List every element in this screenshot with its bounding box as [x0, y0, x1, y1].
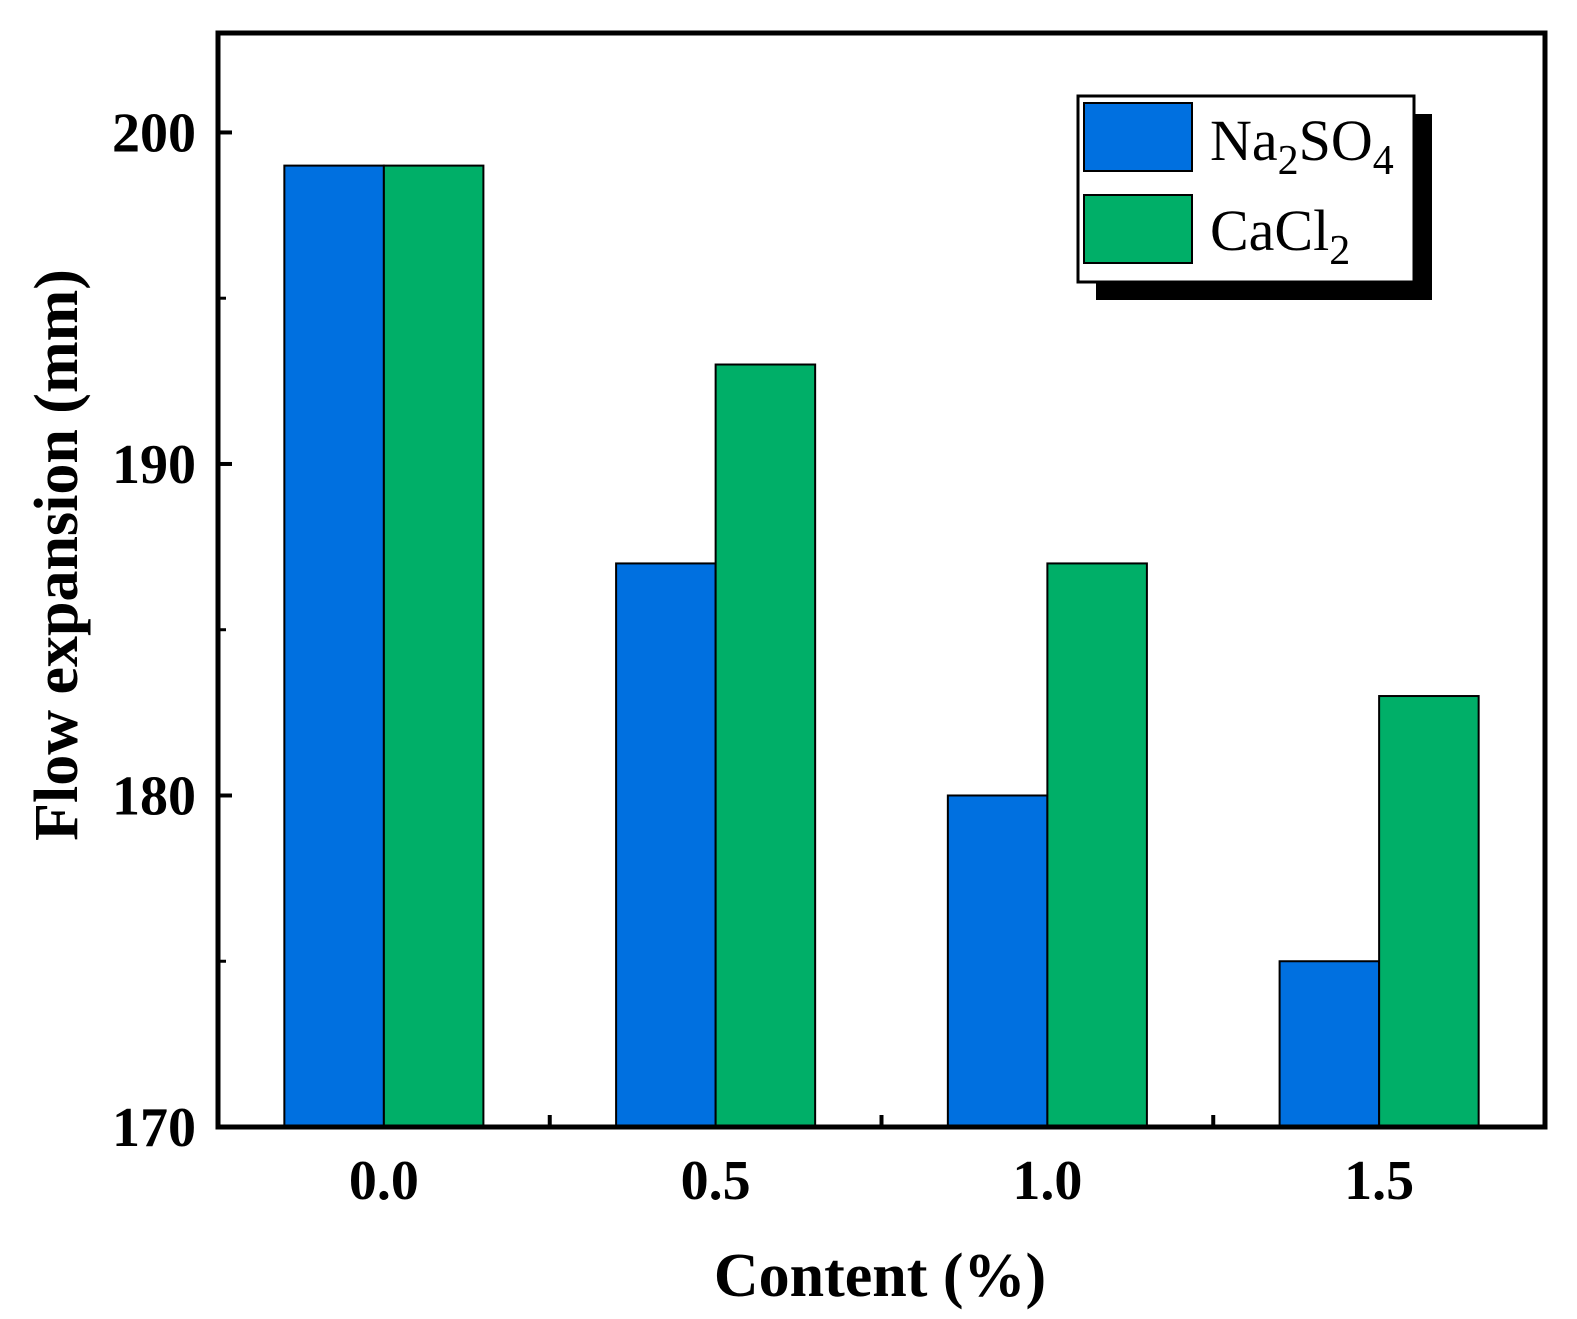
- legend-swatch-cacl2: [1083, 194, 1193, 264]
- bar-cacl2-0.0: [382, 164, 485, 1128]
- x-tick-label: 0.0: [349, 1150, 419, 1212]
- y-axis-ticks: 170 180 190 200: [112, 102, 232, 1159]
- bar-cacl2-0.5: [714, 363, 817, 1128]
- y-tick-label: 180: [112, 765, 196, 827]
- legend-swatch-na2so4: [1083, 102, 1193, 172]
- x-tick-label: 0.5: [681, 1150, 751, 1212]
- legend-label-na2so4: Na2SO4: [1210, 108, 1394, 184]
- x-tick-label: 1.0: [1012, 1150, 1082, 1212]
- y-tick-label: 190: [112, 434, 196, 496]
- x-axis-ticks: 0.0 0.5 1.0 1.5: [349, 1115, 1414, 1212]
- bars-layer: [283, 164, 1480, 1128]
- bar-na2so4-1.5: [1278, 960, 1381, 1128]
- bar-cacl2-1.0: [1046, 562, 1148, 1128]
- bar-na2so4-1.0: [946, 794, 1049, 1128]
- y-axis-title: Flow expansion (mm): [23, 269, 91, 841]
- y-tick-label: 200: [112, 102, 196, 164]
- bar-na2so4-0.5: [615, 562, 717, 1128]
- legend-label-cacl2: CaCl2: [1210, 198, 1350, 274]
- y-tick-label: 170: [112, 1097, 196, 1159]
- bar-cacl2-1.5: [1378, 695, 1480, 1128]
- x-tick-label: 1.5: [1344, 1150, 1414, 1212]
- x-axis-title: Content (%): [714, 1242, 1046, 1310]
- bar-na2so4-0.0: [283, 164, 385, 1128]
- legend: Na2SO4 CaCl2: [1076, 94, 1432, 300]
